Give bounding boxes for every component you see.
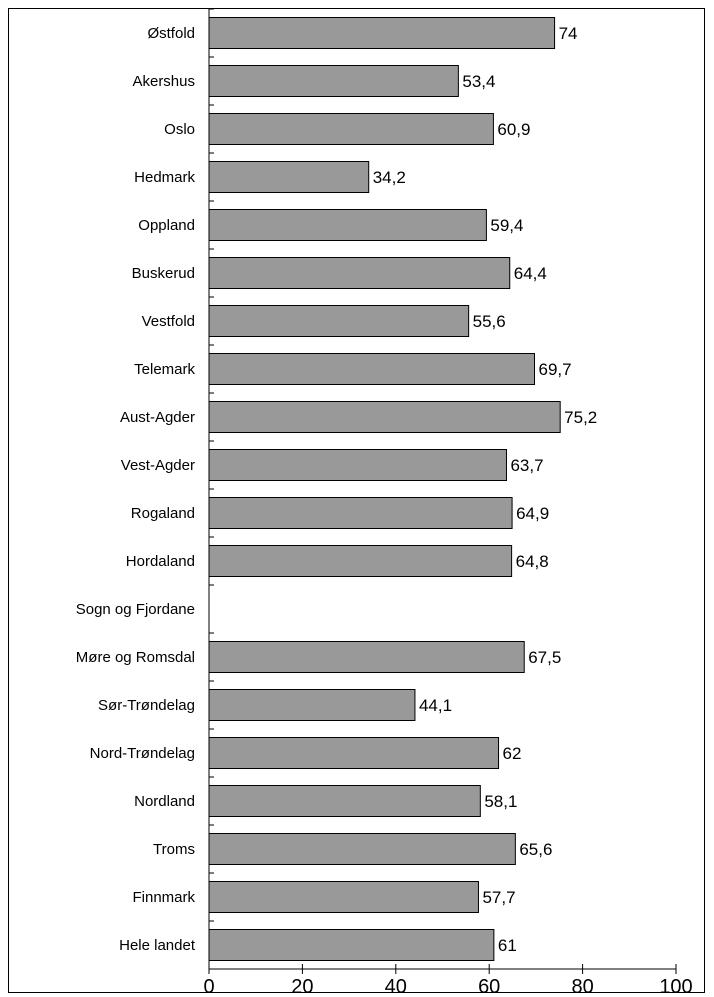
category-label-row-16: Nordland [134, 793, 195, 810]
value-label-row-0: 74 [559, 24, 578, 43]
bar-row-16 [208, 785, 481, 817]
x-tick-label-40: 40 [385, 976, 407, 997]
category-label-row-15: Nord-Trøndelag [90, 745, 195, 762]
category-label-row-13: Møre og Romsdal [76, 649, 195, 666]
x-tick-label-80: 80 [571, 976, 593, 997]
category-label-row-2: Oslo [164, 121, 195, 138]
bar-row-15 [208, 737, 500, 769]
value-label-row-1: 53,4 [462, 72, 495, 91]
value-label-row-5: 64,4 [514, 264, 547, 283]
category-label-row-4: Oppland [138, 217, 195, 234]
value-label-row-10: 64,9 [516, 504, 549, 523]
value-label-row-2: 60,9 [497, 120, 530, 139]
bar-row-11 [208, 545, 513, 577]
category-label-row-0: Østfold [147, 25, 195, 42]
category-label-row-10: Rogaland [131, 505, 195, 522]
value-label-row-18: 57,7 [482, 888, 515, 907]
bar-row-18 [208, 881, 479, 913]
bar-row-1 [208, 65, 459, 97]
value-label-row-11: 64,8 [516, 552, 549, 571]
value-label-row-13: 67,5 [528, 648, 561, 667]
value-label-row-4: 59,4 [490, 216, 523, 235]
value-label-row-14: 44,1 [419, 696, 452, 715]
category-label-row-5: Buskerud [132, 265, 195, 282]
value-label-row-3: 34,2 [373, 168, 406, 187]
bar-row-14 [208, 689, 416, 721]
category-label-row-14: Sør-Trøndelag [98, 697, 195, 714]
category-label-row-12: Sogn og Fjordane [76, 601, 195, 618]
bar-row-0 [208, 17, 556, 49]
bar-row-19 [208, 929, 495, 961]
value-label-row-7: 69,7 [538, 360, 571, 379]
x-tick-label-60: 60 [478, 976, 500, 997]
bar-row-7 [208, 353, 535, 385]
category-label-row-19: Hele landet [119, 937, 196, 954]
category-label-row-18: Finnmark [132, 889, 195, 906]
category-label-row-9: Vest-Agder [121, 457, 195, 474]
category-label-row-3: Hedmark [134, 169, 195, 186]
category-label-row-8: Aust-Agder [120, 409, 195, 426]
value-label-row-8: 75,2 [564, 408, 597, 427]
category-label-row-17: Troms [153, 841, 195, 858]
x-tick-label-0: 0 [203, 976, 214, 997]
bar-row-13 [208, 641, 525, 673]
bar-row-6 [208, 305, 470, 337]
bar-row-3 [208, 161, 370, 193]
bar-row-10 [208, 497, 513, 529]
value-label-row-9: 63,7 [510, 456, 543, 475]
value-label-row-19: 61 [498, 936, 517, 955]
bar-row-9 [208, 449, 507, 481]
category-label-row-11: Hordaland [126, 553, 195, 570]
bar-row-4 [208, 209, 487, 241]
category-label-row-7: Telemark [134, 361, 195, 378]
value-label-row-15: 62 [503, 744, 522, 763]
bar-row-17 [208, 833, 516, 865]
value-label-row-16: 58,1 [484, 792, 517, 811]
value-label-row-6: 55,6 [473, 312, 506, 331]
bar-row-5 [208, 257, 511, 289]
category-label-row-1: Akershus [132, 73, 195, 90]
bar-row-2 [208, 113, 494, 145]
x-tick-label-100: 100 [659, 976, 692, 997]
bar-row-8 [208, 401, 561, 433]
value-label-row-17: 65,6 [519, 840, 552, 859]
x-tick-label-20: 20 [291, 976, 313, 997]
category-label-row-6: Vestfold [142, 313, 195, 330]
